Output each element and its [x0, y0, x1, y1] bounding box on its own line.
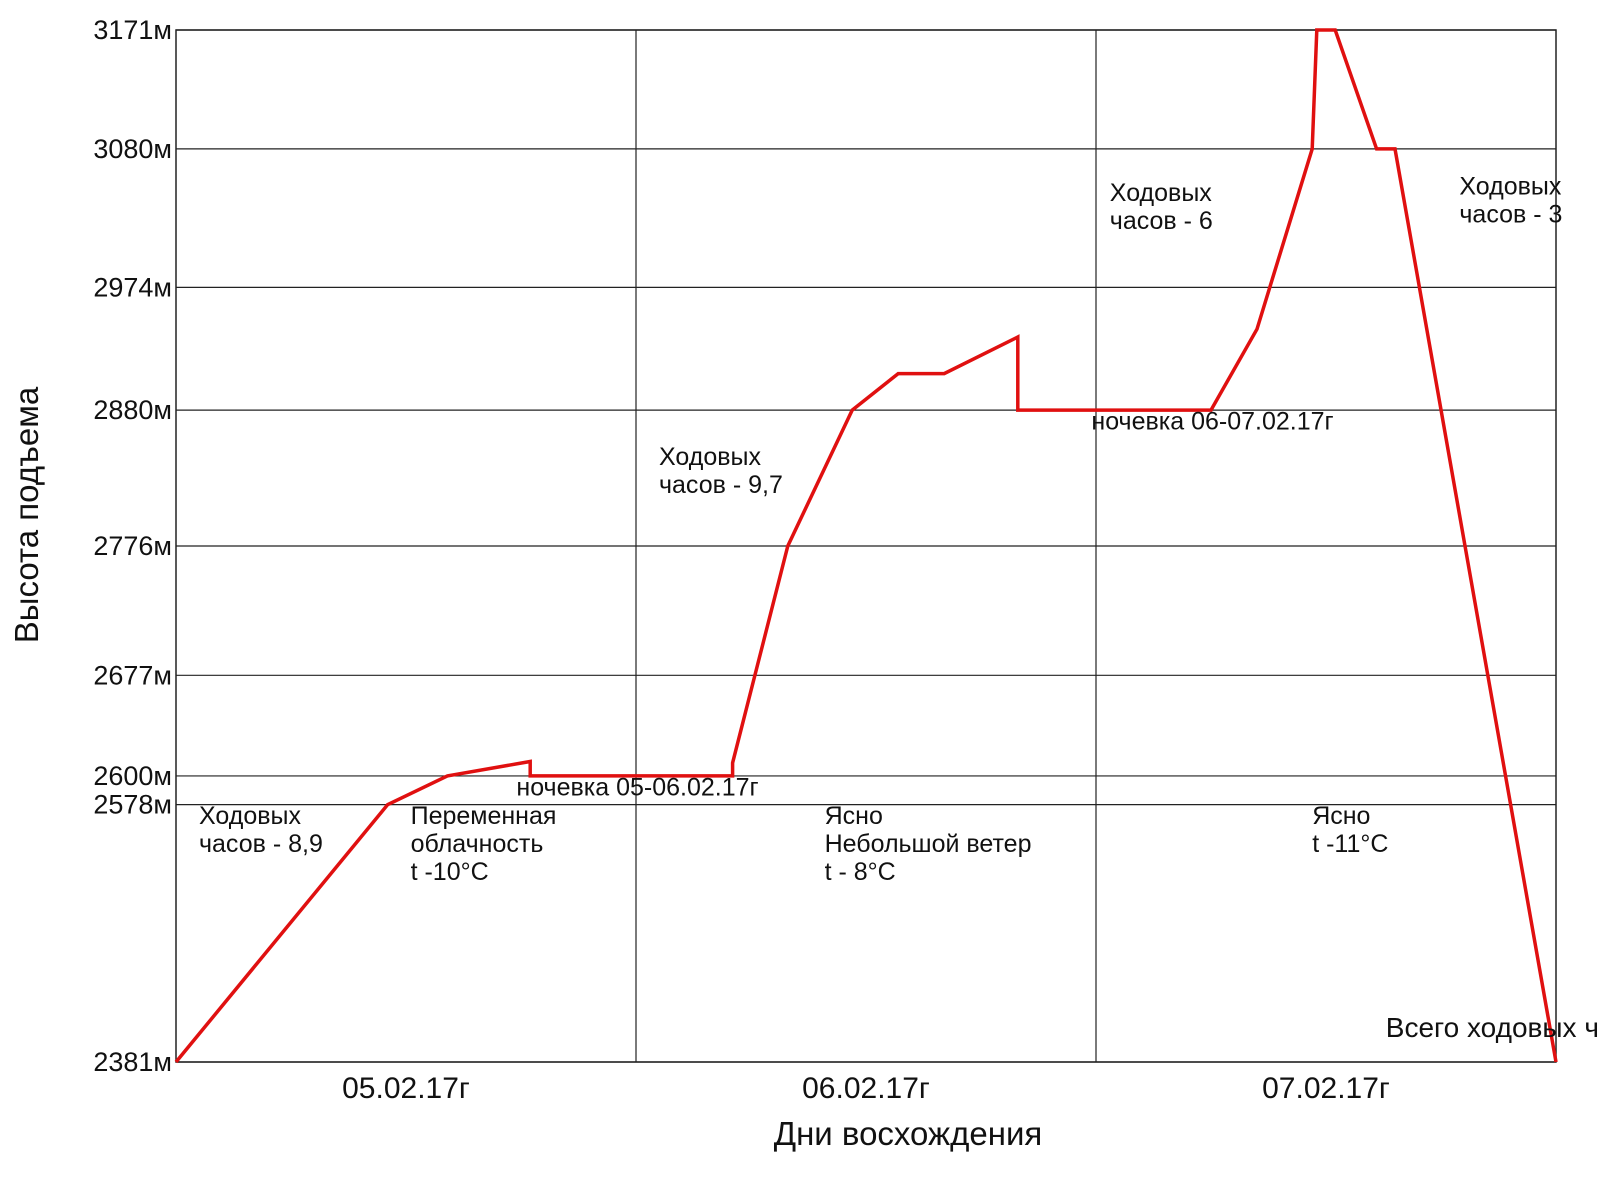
annotation-line: Ходовых: [659, 443, 761, 471]
annotation-line: часов - 9,7: [659, 471, 783, 499]
annotation-w1: Переменная облачность t -10°C: [411, 802, 557, 886]
annotation-line: облачность: [411, 830, 544, 858]
annotation-h2: Ходовых часов - 9,7: [659, 443, 783, 499]
y-tick-label: 3080м: [93, 134, 172, 164]
x-tick-label: 05.02.17г: [342, 1072, 470, 1105]
y-tick-label: 2677м: [93, 660, 172, 690]
y-tick-label: 2381м: [93, 1047, 172, 1077]
annotation-line: Ходовых: [199, 802, 301, 830]
annotation-line: Ясно: [825, 802, 883, 830]
annotation-line: Ходовых: [1110, 179, 1212, 207]
series-line-elevation: [174, 28, 1558, 1064]
annotation-h3: Ходовых часов - 6: [1110, 179, 1213, 235]
annotation-line: Ясно: [1312, 802, 1370, 830]
annotation-line: Переменная: [411, 802, 557, 830]
annotation-w3: Ясно t -11°C: [1312, 802, 1388, 858]
annotation-line: t -10°C: [411, 858, 489, 886]
x-tick-label: 07.02.17г: [1262, 1072, 1390, 1105]
y-tick-label: 2600м: [93, 761, 172, 791]
annotation-h1: Ходовых часов - 8,9: [199, 802, 323, 858]
annotation-line: Всего ходовых часов - 24,5 + спуск 3: [1386, 1012, 1600, 1043]
y-tick-label: 3171м: [93, 15, 172, 45]
x-axis-label: Дни восхождения: [774, 1115, 1043, 1152]
annotation-line: часов - 8,9: [199, 830, 323, 858]
annotation-line: t -11°C: [1312, 830, 1388, 858]
annotation-line: ночевка 05-06.02.17г: [516, 774, 758, 802]
annotation-w2: Ясно Небольшой ветер t - 8°C: [825, 802, 1032, 886]
y-tick-label: 2974м: [93, 272, 172, 302]
y-tick-label: 2578м: [93, 790, 172, 820]
annotation-line: t - 8°C: [825, 858, 896, 886]
annotation-line: Ходовых: [1459, 173, 1561, 201]
x-tick-label: 06.02.17г: [802, 1072, 930, 1105]
y-tick-label: 2880м: [93, 395, 172, 425]
y-tick-label: 2776м: [93, 531, 172, 561]
annotation-line: Небольшой ветер: [825, 830, 1032, 858]
annotation-line: часов - 6: [1110, 207, 1213, 235]
annotation-total: Всего ходовых часов - 24,5 + спуск 3: [1386, 1012, 1600, 1043]
y-axis-label: Высота подъема: [8, 386, 45, 643]
series-points: [175, 29, 1557, 1063]
annotation-line: ночевка 06-07.02.17г: [1091, 408, 1333, 436]
grid: [176, 29, 1556, 1063]
annotation-line: часов - 3: [1459, 201, 1562, 229]
x-axis-ticks: 05.02.17г 06.02.17г 07.02.17г: [342, 1072, 1390, 1105]
annotation-h4: Ходовых часов - 3: [1459, 173, 1562, 229]
plot-frame: [175, 29, 1557, 1063]
annotation-n2: ночевка 06-07.02.17г: [1091, 408, 1333, 436]
annotation-n1: ночевка 05-06.02.17г: [516, 774, 758, 802]
